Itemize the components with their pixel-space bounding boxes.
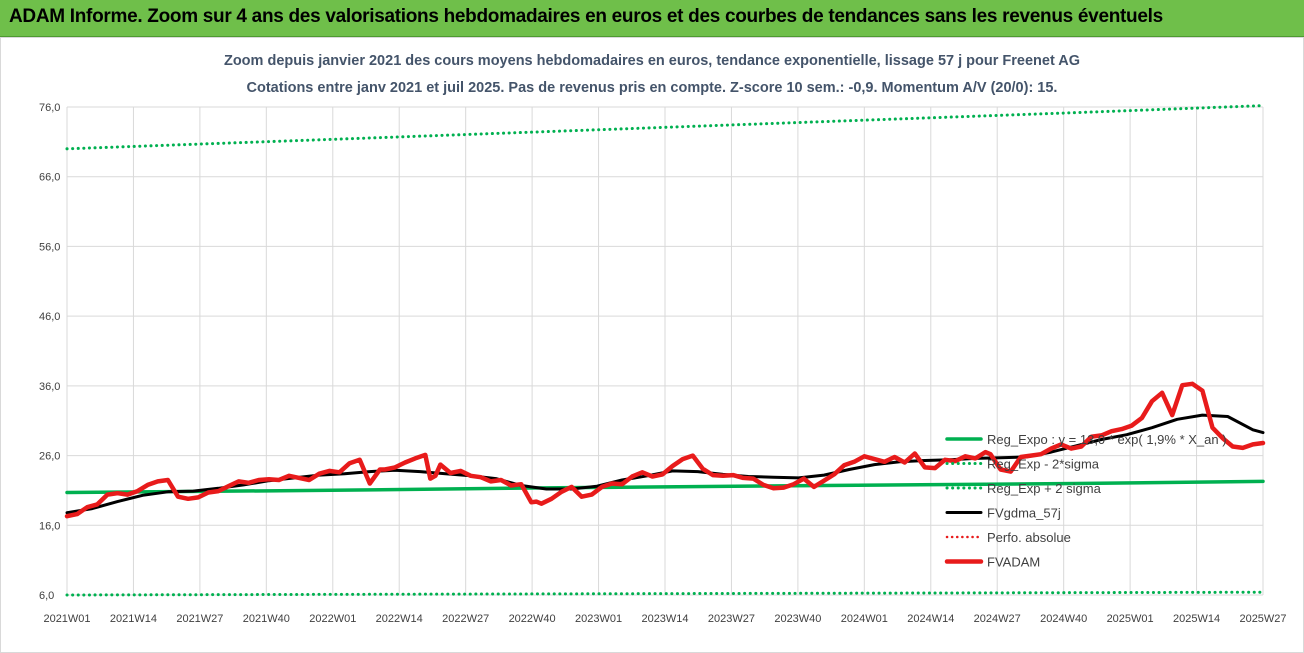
x-tick-label: 2021W27 — [176, 613, 223, 625]
legend-label-5: FVADAM — [987, 555, 1040, 570]
line-chart: Zoom depuis janvier 2021 des cours moyen… — [39, 53, 1287, 625]
y-tick-label: 36,0 — [39, 381, 60, 393]
legend-label-4: Perfo. absolue — [987, 530, 1071, 545]
x-axis: 2021W01 2021W14 2021W27 2021W40 2022W01 2022W… — [43, 613, 1286, 625]
x-tick-label: 2021W01 — [43, 613, 90, 625]
x-tick-label: 2024W01 — [841, 613, 888, 625]
x-tick-label: 2021W40 — [243, 613, 290, 625]
y-tick-label: 76,0 — [39, 102, 60, 114]
chart-title: Zoom depuis janvier 2021 des cours moyen… — [224, 53, 1080, 69]
x-tick-label: 2023W14 — [641, 613, 688, 625]
x-tick-label: 2023W27 — [708, 613, 755, 625]
x-tick-label: 2024W27 — [974, 613, 1021, 625]
chart-area: Zoom depuis janvier 2021 des cours moyen… — [0, 37, 1304, 653]
y-tick-label: 6,0 — [39, 590, 54, 602]
x-tick-label: 2024W14 — [907, 613, 954, 625]
y-tick-label: 16,0 — [39, 520, 60, 532]
series-line-2 — [65, 104, 1265, 151]
x-tick-label: 2022W40 — [509, 613, 556, 625]
legend: Reg_Expo : y = 13,0 * exp( 1,9% * X_an )… — [944, 432, 1227, 570]
legend-label-3: FVgdma_57j — [987, 506, 1061, 521]
chart-subtitle: Cotations entre janv 2021 et juil 2025. … — [247, 80, 1058, 96]
legend-label-1: Reg_Exp - 2*sigma — [987, 457, 1100, 472]
x-tick-label: 2023W01 — [575, 613, 622, 625]
x-tick-label: 2025W14 — [1173, 613, 1220, 625]
report-banner: ADAM Informe. Zoom sur 4 ans des valoris… — [0, 0, 1304, 37]
x-tick-label: 2025W27 — [1239, 613, 1286, 625]
grid-layer — [66, 106, 1264, 596]
series-line-1 — [65, 590, 1265, 597]
y-tick-label: 66,0 — [39, 172, 60, 184]
series-layer — [64, 104, 1266, 597]
y-tick-label: 26,0 — [39, 451, 60, 463]
x-tick-label: 2021W14 — [110, 613, 157, 625]
legend-label-2: Reg_Exp + 2 sigma — [987, 481, 1102, 496]
series-line-5 — [64, 381, 1266, 519]
x-tick-label: 2023W40 — [774, 613, 821, 625]
x-tick-label: 2024W40 — [1040, 613, 1087, 625]
y-tick-label: 56,0 — [39, 241, 60, 253]
legend-label-0: Reg_Expo : y = 13,0 * exp( 1,9% * X_an ) — [987, 432, 1227, 447]
y-axis: 76,0 66,0 56,0 46,0 36,0 26,0 16,0 6,0 — [39, 102, 60, 602]
banner-title: ADAM Informe. Zoom sur 4 ans des valoris… — [9, 6, 1163, 27]
x-tick-label: 2022W27 — [442, 613, 489, 625]
x-tick-label: 2022W01 — [309, 613, 356, 625]
x-tick-label: 2025W01 — [1107, 613, 1154, 625]
x-tick-label: 2022W14 — [376, 613, 423, 625]
series-line-0 — [65, 479, 1265, 495]
y-tick-label: 46,0 — [39, 311, 60, 323]
